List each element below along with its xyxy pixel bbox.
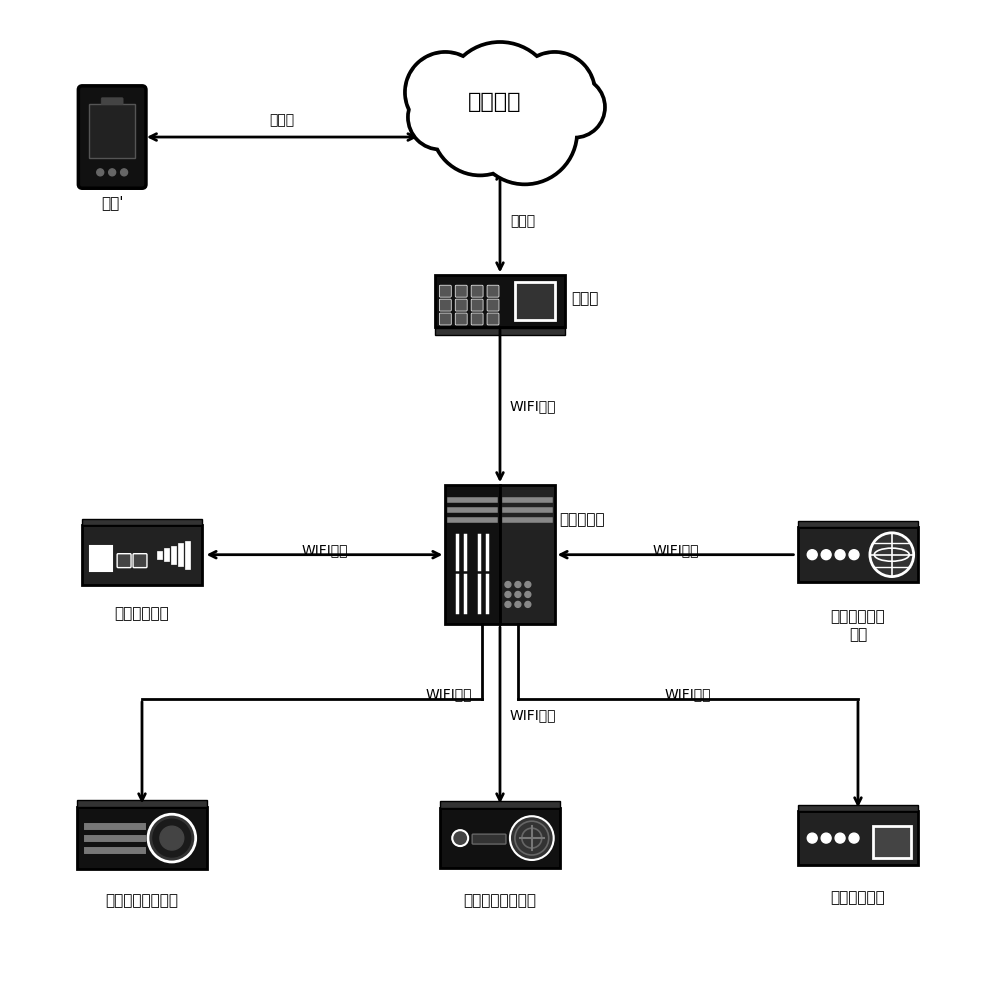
FancyBboxPatch shape bbox=[185, 541, 190, 569]
FancyBboxPatch shape bbox=[797, 527, 916, 582]
FancyBboxPatch shape bbox=[435, 328, 564, 335]
Circle shape bbox=[148, 814, 196, 862]
Text: WIFI信号: WIFI信号 bbox=[509, 708, 556, 722]
FancyBboxPatch shape bbox=[514, 282, 554, 320]
Circle shape bbox=[524, 582, 530, 588]
Circle shape bbox=[509, 816, 553, 860]
Circle shape bbox=[408, 55, 483, 130]
Text: 路由器: 路由器 bbox=[571, 292, 598, 307]
Circle shape bbox=[434, 81, 525, 173]
FancyBboxPatch shape bbox=[440, 801, 559, 808]
Circle shape bbox=[514, 582, 520, 588]
Text: WIFI信号: WIFI信号 bbox=[664, 687, 711, 701]
Text: WIFI信号: WIFI信号 bbox=[652, 543, 698, 557]
Text: WIFI信号: WIFI信号 bbox=[509, 399, 556, 413]
FancyBboxPatch shape bbox=[487, 313, 498, 325]
Circle shape bbox=[473, 80, 576, 184]
FancyBboxPatch shape bbox=[797, 521, 916, 527]
FancyBboxPatch shape bbox=[487, 299, 498, 311]
FancyBboxPatch shape bbox=[435, 275, 564, 327]
Circle shape bbox=[524, 601, 530, 607]
Circle shape bbox=[475, 82, 574, 182]
Text: 人体红外感应
模块: 人体红外感应 模块 bbox=[830, 609, 885, 642]
Circle shape bbox=[834, 833, 844, 843]
Text: 红外电器遥控模块: 红外电器遥控模块 bbox=[463, 893, 536, 908]
Circle shape bbox=[96, 169, 103, 176]
FancyBboxPatch shape bbox=[487, 285, 498, 297]
Circle shape bbox=[834, 550, 844, 560]
Text: 温湿度传感器模块: 温湿度传感器模块 bbox=[105, 893, 178, 908]
Circle shape bbox=[820, 550, 830, 560]
Circle shape bbox=[848, 550, 858, 560]
Circle shape bbox=[806, 550, 816, 560]
Circle shape bbox=[108, 169, 115, 176]
Circle shape bbox=[411, 87, 470, 147]
FancyBboxPatch shape bbox=[439, 299, 451, 311]
Circle shape bbox=[524, 591, 530, 597]
FancyBboxPatch shape bbox=[101, 98, 123, 105]
Circle shape bbox=[806, 833, 816, 843]
Circle shape bbox=[514, 53, 593, 132]
Text: 中央控制器: 中央控制器 bbox=[559, 512, 604, 527]
FancyBboxPatch shape bbox=[171, 546, 176, 564]
FancyBboxPatch shape bbox=[455, 299, 467, 311]
Circle shape bbox=[504, 601, 510, 607]
FancyBboxPatch shape bbox=[471, 313, 483, 325]
FancyBboxPatch shape bbox=[797, 811, 916, 865]
Text: 插座控制模块: 插座控制模块 bbox=[830, 890, 885, 905]
Circle shape bbox=[153, 819, 191, 857]
FancyBboxPatch shape bbox=[133, 554, 147, 568]
FancyBboxPatch shape bbox=[83, 525, 202, 585]
Circle shape bbox=[160, 826, 184, 850]
Circle shape bbox=[445, 43, 554, 152]
Circle shape bbox=[546, 79, 601, 135]
FancyBboxPatch shape bbox=[445, 485, 499, 624]
Circle shape bbox=[820, 833, 830, 843]
Circle shape bbox=[869, 533, 912, 577]
FancyBboxPatch shape bbox=[78, 807, 207, 869]
FancyBboxPatch shape bbox=[79, 86, 146, 188]
FancyBboxPatch shape bbox=[455, 285, 467, 297]
FancyBboxPatch shape bbox=[90, 546, 112, 571]
FancyBboxPatch shape bbox=[83, 519, 202, 525]
FancyBboxPatch shape bbox=[455, 313, 467, 325]
FancyBboxPatch shape bbox=[439, 285, 451, 297]
FancyBboxPatch shape bbox=[439, 313, 451, 325]
FancyBboxPatch shape bbox=[78, 800, 207, 807]
FancyBboxPatch shape bbox=[440, 808, 559, 868]
Circle shape bbox=[544, 77, 603, 137]
FancyBboxPatch shape bbox=[499, 485, 554, 624]
FancyBboxPatch shape bbox=[872, 826, 910, 858]
Text: 电灯控制模块: 电灯控制模块 bbox=[114, 606, 169, 621]
Text: 互联网: 互联网 bbox=[269, 113, 294, 127]
Circle shape bbox=[447, 45, 552, 150]
FancyBboxPatch shape bbox=[164, 548, 169, 561]
FancyBboxPatch shape bbox=[471, 285, 483, 297]
Text: 手机': 手机' bbox=[100, 195, 123, 210]
Circle shape bbox=[504, 591, 510, 597]
Circle shape bbox=[120, 169, 127, 176]
Circle shape bbox=[514, 601, 520, 607]
Text: WIFI信号: WIFI信号 bbox=[425, 687, 472, 701]
FancyBboxPatch shape bbox=[117, 554, 131, 568]
Circle shape bbox=[514, 591, 520, 597]
Text: WIFI信号: WIFI信号 bbox=[301, 543, 347, 557]
FancyBboxPatch shape bbox=[89, 104, 135, 158]
Circle shape bbox=[432, 79, 527, 175]
Text: 云服务器: 云服务器 bbox=[468, 92, 521, 112]
FancyBboxPatch shape bbox=[178, 543, 183, 566]
Circle shape bbox=[504, 582, 510, 588]
FancyBboxPatch shape bbox=[471, 299, 483, 311]
Circle shape bbox=[516, 55, 591, 130]
Text: 互联网: 互联网 bbox=[509, 214, 535, 228]
FancyBboxPatch shape bbox=[797, 805, 916, 811]
Circle shape bbox=[848, 833, 858, 843]
Circle shape bbox=[409, 85, 472, 149]
Circle shape bbox=[406, 53, 485, 132]
Circle shape bbox=[452, 830, 468, 846]
FancyBboxPatch shape bbox=[157, 551, 162, 559]
FancyBboxPatch shape bbox=[472, 834, 505, 844]
